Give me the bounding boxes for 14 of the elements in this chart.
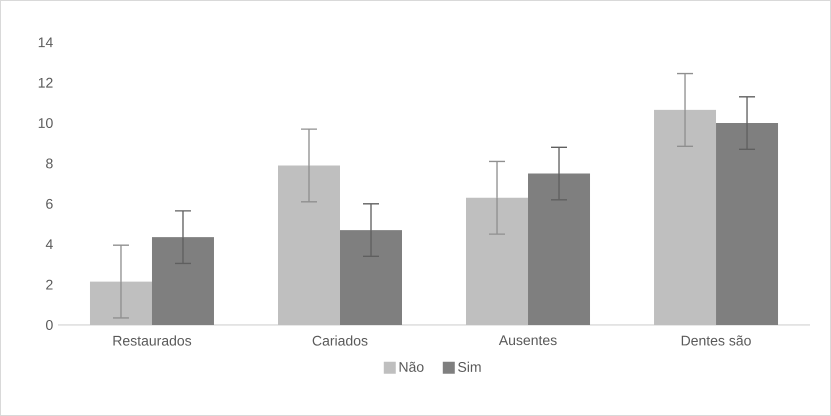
x-tick-label: Restaurados (113, 335, 192, 346)
y-tick-label: 6 (46, 198, 53, 209)
legend-label: Sim (458, 362, 481, 372)
x-tick-label: Cariados (312, 335, 368, 346)
y-tick-label: 12 (38, 78, 53, 88)
y-tick-label: 0 (46, 320, 53, 330)
y-tick-label: 4 (46, 239, 53, 250)
y-tick-label: 10 (38, 118, 53, 128)
y-tick-label: 14 (38, 38, 53, 48)
x-tick-label: Ausentes (498, 335, 557, 346)
y-tick-label: 2 (46, 280, 53, 290)
y-tick-label: 8 (46, 158, 53, 168)
x-tick-label: Dentes são (682, 335, 751, 346)
legend-label: Não (400, 362, 424, 372)
